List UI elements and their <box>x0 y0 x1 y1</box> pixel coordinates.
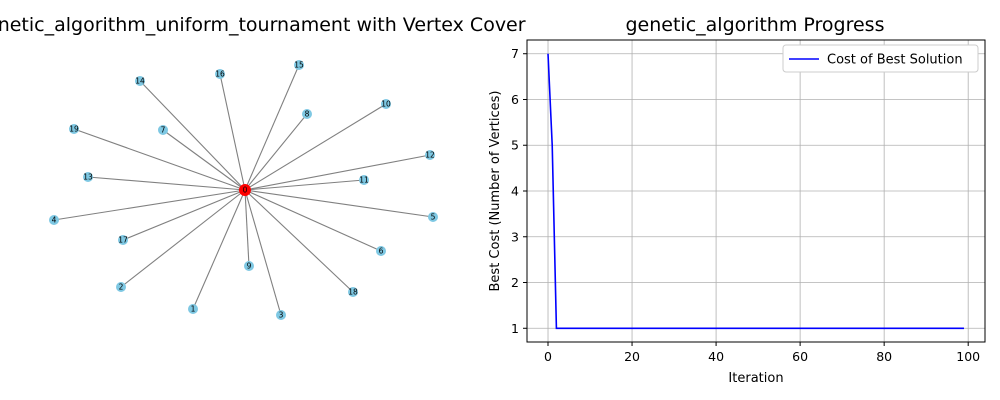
graph-edge <box>139 80 246 191</box>
graph-edge <box>244 179 365 191</box>
graph-node-label: 9 <box>247 262 252 271</box>
x-axis-label: Iteration <box>728 371 783 386</box>
graph-edge <box>244 103 387 191</box>
graph-edge <box>244 64 300 191</box>
graph-node-label: 17 <box>118 236 128 245</box>
graph-edge <box>244 189 434 218</box>
graph-edge <box>53 189 246 221</box>
graph-edge <box>244 189 282 316</box>
x-tick-label: 40 <box>708 349 724 364</box>
x-tick-label: 80 <box>876 349 892 364</box>
graph-node-label: 6 <box>379 247 384 256</box>
graph-edge <box>192 189 246 310</box>
y-axis-label: Best Cost (Number of Vertices) <box>488 91 503 292</box>
graph-node <box>158 125 168 135</box>
graph-node <box>69 124 79 134</box>
y-tick-label: 2 <box>511 275 519 290</box>
graph-edge <box>244 189 250 267</box>
graph-node <box>188 304 198 314</box>
graph-node-label: 16 <box>215 70 225 79</box>
y-tick-label: 4 <box>511 184 519 199</box>
graph-edge <box>162 129 246 191</box>
graph-title: _genetic_algorithm_uniform_tournament wi… <box>0 14 526 36</box>
graph-edge <box>244 154 431 191</box>
series-line <box>547 53 964 330</box>
graph-node-label: 12 <box>425 151 435 160</box>
graph-node <box>49 215 59 225</box>
graph-node <box>116 282 126 292</box>
graph-edges <box>53 64 434 316</box>
legend: Cost of Best Solution <box>782 44 979 73</box>
graph-node <box>239 184 251 196</box>
graph-node <box>118 235 128 245</box>
graph-node-label: 2 <box>119 283 124 292</box>
graph-edge <box>122 189 246 241</box>
x-tick-label: 0 <box>544 349 552 364</box>
grid-lines <box>527 40 985 342</box>
y-tick-label: 3 <box>511 229 519 244</box>
graph-node-label: 8 <box>305 110 310 119</box>
graph-edge <box>219 73 246 191</box>
graph-node <box>83 172 93 182</box>
y-tick-label: 5 <box>511 138 519 153</box>
graph-node-label: 1 <box>191 305 196 314</box>
graph-edge <box>244 189 382 252</box>
graph-edge <box>244 189 354 293</box>
graph-edge <box>73 128 246 191</box>
graph-node-label: 10 <box>381 100 391 109</box>
graph-node <box>348 287 358 297</box>
graph-node-label: 19 <box>69 125 79 134</box>
graph-node <box>359 175 369 185</box>
plot-frame <box>526 39 986 343</box>
y-axis-ticks: 1 2 3 4 5 6 7 <box>511 46 527 336</box>
graph-node <box>244 261 254 271</box>
y-tick-label: 6 <box>511 92 519 107</box>
legend-box <box>782 44 979 73</box>
x-tick-label: 100 <box>956 349 980 364</box>
graph-node <box>294 60 304 70</box>
graph-node <box>428 212 438 222</box>
graph-node-label: 14 <box>135 77 145 86</box>
y-tick-label: 1 <box>511 321 519 336</box>
graph-node <box>381 99 391 109</box>
graph-edge <box>87 176 246 191</box>
graph-edge <box>244 113 308 191</box>
graph-node-label: 13 <box>83 173 93 182</box>
x-tick-label: 20 <box>624 349 640 364</box>
graph-edge <box>120 189 246 288</box>
graph-node <box>215 69 225 79</box>
graph-node <box>376 246 386 256</box>
graph-node-label: 7 <box>161 126 166 135</box>
graph-node-label: 18 <box>348 288 358 297</box>
series-lines <box>547 53 964 330</box>
y-tick-label: 7 <box>511 46 519 61</box>
graph-node-label: 5 <box>431 213 436 222</box>
graph-node <box>276 310 286 320</box>
line-chart-title: genetic_algorithm Progress <box>626 14 885 36</box>
graph-node-label: 4 <box>52 216 57 225</box>
graph-node <box>425 150 435 160</box>
legend-label: Cost of Best Solution <box>827 53 963 68</box>
graph-node-label: 3 <box>279 311 284 320</box>
graph-node-label: 15 <box>294 61 304 70</box>
graph-node <box>135 76 145 86</box>
x-axis-ticks: 0 20 40 60 80 100 <box>544 342 980 364</box>
graph-node-label: 0 <box>243 186 248 195</box>
graph-node <box>302 109 312 119</box>
graph-node-label: 11 <box>359 176 369 185</box>
x-tick-label: 60 <box>792 349 808 364</box>
